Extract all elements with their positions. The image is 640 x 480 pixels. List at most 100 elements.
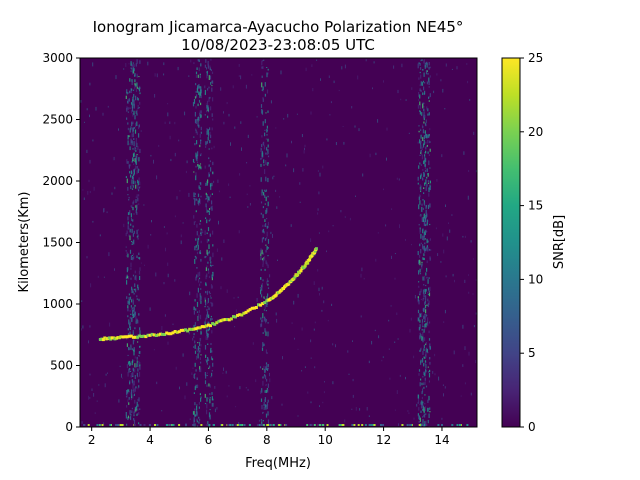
trace-point — [274, 293, 278, 297]
ground-echo-row — [83, 424, 477, 426]
trace-point — [167, 332, 171, 336]
x-tick-label: 8 — [263, 433, 271, 447]
chart-title-line2: 10/08/2023-23:08:05 UTC — [181, 36, 375, 54]
y-tick-label: 2500 — [42, 113, 73, 127]
trace-point — [184, 328, 187, 332]
trace-point — [299, 269, 303, 273]
y-tick-label: 0 — [65, 420, 73, 434]
trace-point — [175, 330, 179, 334]
trace-point — [159, 332, 162, 336]
interference-band — [131, 59, 141, 425]
trace-point — [165, 331, 169, 335]
trace-point — [297, 271, 301, 275]
trace-point — [310, 254, 314, 258]
trace-point — [198, 326, 202, 330]
trace-point — [177, 330, 181, 334]
trace-point — [293, 275, 297, 279]
trace-point — [234, 315, 237, 319]
colorbar-tick-label: 20 — [528, 125, 543, 139]
colorbar-tick-label: 5 — [528, 346, 536, 360]
trace-point — [194, 327, 198, 331]
trace-point — [240, 313, 244, 317]
trace-point — [204, 324, 208, 328]
trace-point — [314, 247, 318, 251]
y-tick-label: 3000 — [42, 51, 73, 65]
trace-point — [292, 277, 296, 281]
x-axis-label: Freq(MHz) — [245, 456, 311, 471]
trace-point — [206, 323, 210, 327]
trace-point — [150, 332, 154, 336]
trace-point — [263, 301, 267, 304]
trace-point — [202, 325, 206, 329]
noise-layer — [80, 58, 477, 427]
trace-point — [300, 267, 304, 271]
colorbar-tick-label: 0 — [528, 420, 536, 434]
trace-point — [244, 310, 248, 314]
trace-point — [229, 317, 233, 321]
trace-point — [252, 306, 256, 310]
y-tick-label: 1500 — [42, 236, 73, 250]
trace-point — [287, 282, 291, 286]
trace-point — [136, 335, 139, 339]
trace-point — [192, 327, 196, 331]
trace-point — [146, 333, 150, 337]
trace-point — [181, 328, 185, 332]
trace-point — [250, 306, 254, 310]
trace-point — [232, 315, 235, 319]
y-tick-label: 2000 — [42, 174, 73, 188]
x-tick-label: 4 — [146, 433, 154, 447]
y-axis-label: Kilometers(Km) — [17, 192, 32, 293]
trace-point — [140, 335, 144, 338]
trace-point — [188, 327, 192, 331]
trace-point — [125, 335, 129, 339]
interference-band — [125, 61, 135, 426]
trace-point — [169, 332, 173, 336]
trace-point — [156, 333, 160, 337]
colorbar-axis: 0 5 10 15 20 25 — [520, 51, 543, 434]
trace-point — [217, 319, 221, 323]
trace-point — [225, 318, 229, 321]
chart-title-line1: Ionogram Jicamarca-Ayacucho Polarization… — [93, 18, 464, 36]
y-tick-label: 500 — [50, 359, 73, 373]
trace-point — [303, 264, 307, 268]
trace-point — [236, 313, 240, 317]
trace-point — [134, 335, 137, 339]
trace-point — [257, 303, 260, 307]
x-axis: 2 4 6 8 10 12 14 — [88, 427, 450, 447]
y-tick-label: 1000 — [42, 297, 73, 311]
interference-band — [422, 59, 431, 427]
trace-point — [296, 273, 300, 277]
trace-point — [161, 332, 165, 336]
trace-point — [101, 338, 105, 342]
trace-point — [213, 322, 217, 326]
trace-point — [173, 330, 177, 333]
trace-point — [308, 258, 312, 262]
trace-point — [215, 321, 219, 325]
trace-point — [163, 333, 167, 336]
trace-point — [248, 308, 252, 312]
trace-point — [129, 334, 133, 338]
trace-point — [259, 303, 263, 307]
interference-band — [192, 59, 202, 427]
trace-point — [306, 261, 310, 265]
colorbar-tick-label: 15 — [528, 199, 543, 213]
trace-point — [221, 318, 225, 322]
trace-point — [123, 335, 127, 339]
colorbar-label: SNR[dB] — [552, 215, 567, 269]
colorbar-tick-label: 25 — [528, 51, 543, 65]
background-noise — [80, 59, 477, 427]
trace-point — [254, 306, 258, 309]
x-tick-label: 14 — [434, 433, 449, 447]
interference-band — [259, 59, 270, 427]
trace-point — [246, 309, 250, 313]
trace-point — [282, 287, 285, 290]
x-tick-label: 6 — [205, 433, 213, 447]
trace-point — [148, 333, 152, 337]
trace-point — [154, 334, 158, 337]
trace-point — [242, 311, 246, 315]
trace-point — [179, 328, 183, 332]
echo-trace — [98, 247, 318, 342]
trace-point — [227, 318, 231, 322]
trace-point — [127, 334, 131, 338]
